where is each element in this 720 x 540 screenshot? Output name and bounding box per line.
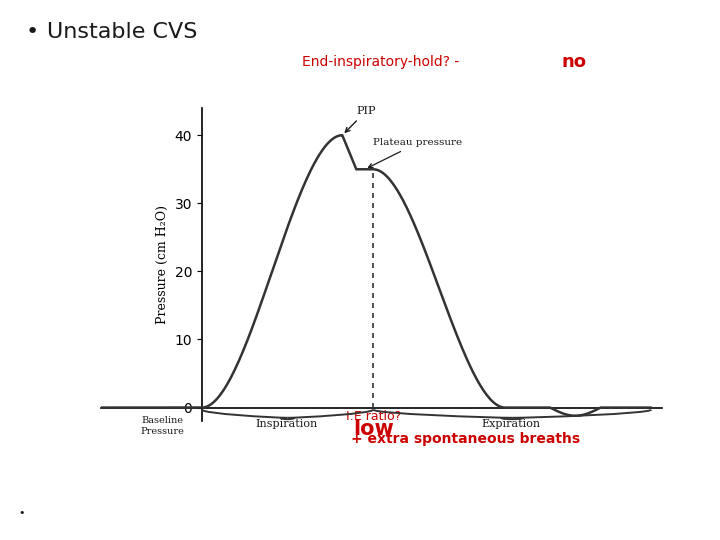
Text: End-inspiratory-hold? -: End-inspiratory-hold? -: [302, 55, 464, 69]
Text: Inspiration: Inspiration: [255, 419, 318, 429]
Text: PIP: PIP: [346, 106, 376, 132]
Text: •: •: [18, 508, 24, 518]
Text: low: low: [353, 419, 394, 439]
Text: •: •: [25, 22, 38, 42]
Text: + extra spontaneous breaths: + extra spontaneous breaths: [351, 432, 580, 446]
Text: Unstable CVS: Unstable CVS: [47, 22, 197, 42]
Text: I:E ratio?: I:E ratio?: [346, 410, 401, 423]
Text: Baseline
Pressure: Baseline Pressure: [140, 416, 184, 436]
Text: Plateau pressure: Plateau pressure: [369, 138, 462, 167]
Text: no: no: [562, 53, 587, 71]
Y-axis label: Pressure (cm H₂O): Pressure (cm H₂O): [156, 205, 169, 324]
Text: Expiration: Expiration: [481, 419, 540, 429]
